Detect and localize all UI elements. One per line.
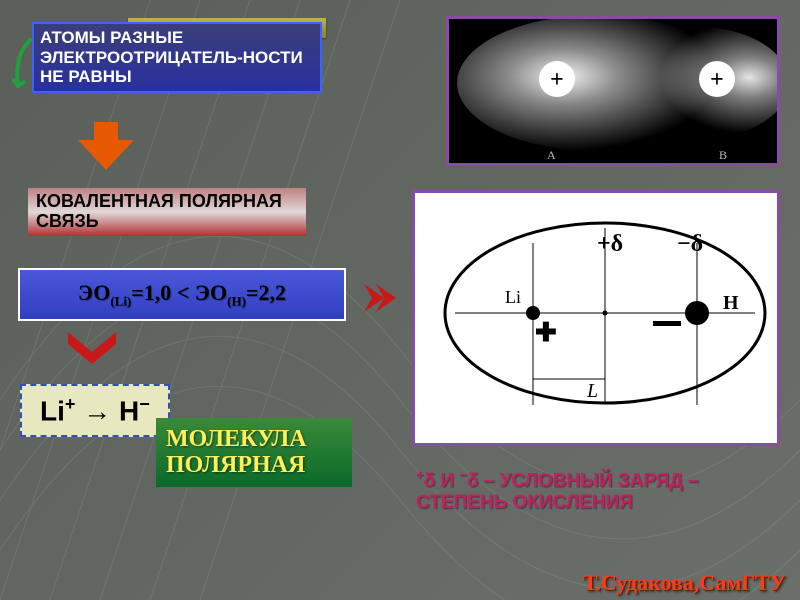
note-delta-charge: +δ И −δ – УСЛОВНЫЙ ЗАРЯД – СТЕПЕНЬ ОКИСЛ… [416, 468, 776, 514]
molecule-line2: ПОЛЯРНАЯ [166, 452, 305, 478]
lih-arrow: → [75, 395, 119, 426]
eo-h-prefix: ЭО [195, 280, 227, 305]
electron-label-b: B [719, 148, 727, 162]
eo-li-sub: (Li) [110, 293, 131, 308]
eo-h-sub: (H) [227, 293, 246, 308]
down-arrow-orange-icon [78, 140, 134, 170]
box-electronegativity: ЭО(Li)=1,0 < ЭО(H)=2,2 [18, 268, 346, 321]
box-molecule-polar: МОЛЕКУЛА ПОЛЯРНАЯ [156, 418, 352, 487]
orbit-delta-plus: +δ [597, 231, 623, 257]
orbit-l-label: L [586, 380, 598, 402]
chevron-down-red-icon [64, 330, 120, 364]
electron-label-a: A [547, 148, 556, 162]
orbit-diagram-image: Li H +δ −δ ✚ L [412, 190, 780, 446]
lih-h: H [119, 395, 139, 426]
lih-h-sup: − [139, 394, 150, 414]
electron-cloud-image: + + A B [446, 16, 780, 166]
footer-credit: Т.Судакова,СамГТУ [583, 570, 786, 596]
eo-li-prefix: ЭО [78, 280, 110, 305]
curved-arrow-icon [10, 36, 38, 106]
note-d1: δ И [424, 470, 460, 491]
lih-li-sup: + [65, 394, 76, 414]
eo-h-val: =2,2 [246, 280, 286, 305]
box-covalent-bond: КОВАЛЕНТНАЯ ПОЛЯРНАЯ СВЯЗЬ [28, 188, 306, 236]
note-sup1: + [416, 467, 424, 482]
box-lih-transfer: Li+ → H− [20, 384, 170, 437]
chevron-right-icon [362, 282, 396, 314]
eo-li-val: =1,0 [131, 280, 171, 305]
eo-op: < [171, 280, 195, 305]
svg-text:+: + [550, 67, 564, 93]
molecule-line1: МОЛЕКУЛА [166, 426, 307, 452]
note-sup2: − [459, 467, 467, 482]
box-atoms-different: АТОМЫ РАЗНЫЕ ЭЛЕКТРООТРИЦАТЕЛЬ-НОСТИ НЕ … [32, 22, 322, 93]
orbit-li-label: Li [505, 287, 521, 307]
orbit-delta-minus: −δ [677, 231, 703, 257]
lih-li: Li [40, 395, 65, 426]
svg-text:+: + [710, 67, 724, 93]
orbit-plus-mark: ✚ [535, 318, 557, 347]
orbit-minus-mark [653, 321, 681, 326]
orbit-h-label: H [723, 292, 739, 314]
